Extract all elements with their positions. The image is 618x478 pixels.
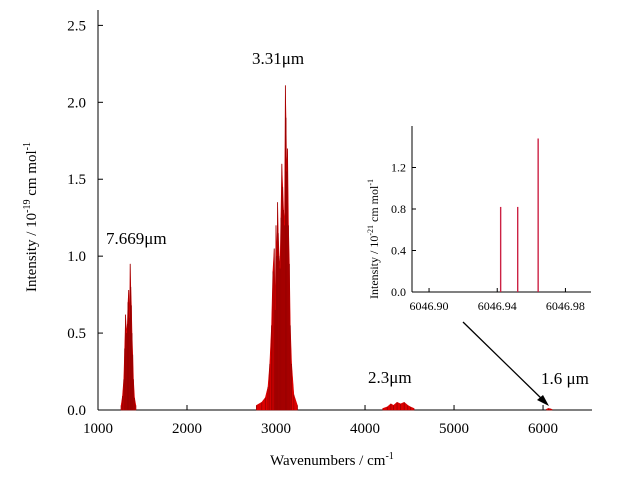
main-y-ticks: 0.0 0.5 1.0 1.5 2.0 2.5 <box>67 18 103 419</box>
main-y-tick-label: 2.0 <box>67 95 86 111</box>
main-x-tick-label: 3000 <box>261 421 291 437</box>
band-label-331: 3.31μm <box>252 49 304 68</box>
band-label-23: 2.3μm <box>368 368 412 387</box>
inset-x-tick-label: 6046.98 <box>546 299 585 313</box>
band-label-16: 1.6 μm <box>541 369 589 388</box>
inset-x-tick-label: 6046.90 <box>410 299 449 313</box>
inset-spectral-lines <box>499 138 539 292</box>
inset-y-tick-label: 1.2 <box>391 161 406 175</box>
main-plot: 0.0 0.5 1.0 1.5 2.0 2.5 1000 2000 3000 4000 5000 6… <box>22 10 592 469</box>
band-envelope <box>256 85 298 411</box>
band-label-7669: 7.669μm <box>106 229 167 248</box>
main-y-tick-label: 0.5 <box>67 326 86 342</box>
inset-y-tick-label: 0.4 <box>391 244 406 258</box>
x-axis-title: Wavenumbers / cm-1 <box>270 451 394 469</box>
inset-y-tick-label: 0.0 <box>391 285 406 299</box>
inset-plot: 0.0 0.4 0.8 1.2 6046.90 6046.94 6046.98 Inten… <box>366 126 591 313</box>
main-spectrum-bars <box>120 85 553 411</box>
main-x-ticks: 1000 2000 3000 4000 5000 6000 <box>83 405 558 437</box>
main-x-tick-label: 2000 <box>172 421 202 437</box>
inset-x-tick-label: 6046.94 <box>478 299 517 313</box>
inset-y-axis-title: Intensity / 10-21 cm mol-1 <box>366 179 381 299</box>
main-x-tick-label: 5000 <box>439 421 469 437</box>
y-axis-title: Intensity / 10-19 cm mol-1 <box>22 142 40 292</box>
main-y-tick-label: 1.5 <box>67 172 86 188</box>
main-x-tick-label: 6000 <box>528 421 558 437</box>
main-x-tick-label: 1000 <box>83 421 113 437</box>
main-x-tick-label: 4000 <box>350 421 380 437</box>
main-y-tick-label: 1.0 <box>67 249 86 265</box>
inset-x-ticks: 6046.90 6046.94 6046.98 <box>410 288 585 313</box>
inset-y-ticks: 0.0 0.4 0.8 1.2 <box>391 161 416 299</box>
main-y-tick-label: 2.5 <box>67 18 86 34</box>
inset-y-tick-label: 0.8 <box>391 202 406 216</box>
band-envelope <box>546 408 553 411</box>
inset-pointer-arrow <box>462 321 549 406</box>
main-y-tick-label: 0.0 <box>67 403 86 419</box>
